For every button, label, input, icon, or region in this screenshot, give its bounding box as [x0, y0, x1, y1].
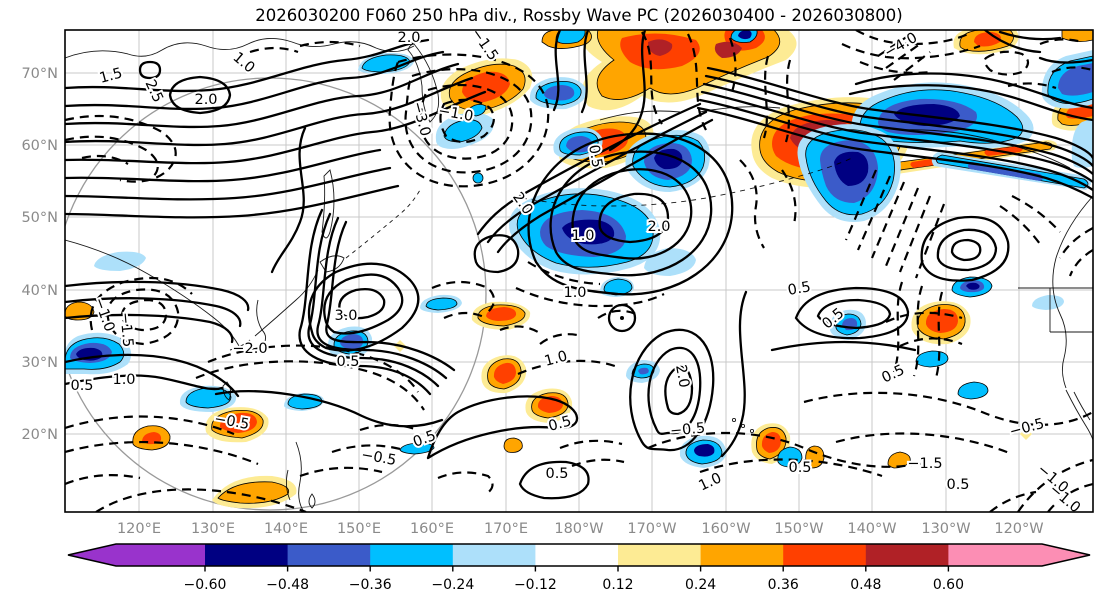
- lon-tick-label: 170°W: [627, 521, 676, 537]
- lon-tick-label: 140°W: [847, 521, 896, 537]
- longitude-axis: 120°E 130°E 140°E 150°E 160°E 170°E 180°W 170°W…: [117, 521, 1044, 537]
- lon-tick-label: 170°E: [484, 521, 528, 537]
- shaded-region-negative: [473, 173, 483, 183]
- colorbar-segment: [701, 544, 784, 566]
- colorbar: −0.60 −0.48 −0.36 −0.24 −0.12 0.12 0.24 0.36 0.4…: [68, 544, 1090, 593]
- contour-label: 0.5: [788, 460, 811, 476]
- lon-tick-label: 180°W: [554, 521, 603, 537]
- colorbar-tick-label: 0.60: [933, 577, 964, 593]
- contour-label: 0.5: [946, 477, 969, 493]
- contour-label: 2.0: [194, 92, 217, 108]
- lon-tick-label: 120°W: [994, 521, 1043, 537]
- lon-tick-label: 130°W: [921, 521, 970, 537]
- contour-line-solid: [620, 316, 624, 320]
- colorbar-tick-label: 0.48: [850, 577, 881, 593]
- colorbar-segment: [866, 544, 949, 566]
- page-title: 2026030200 F060 250 hPa div., Rossby Wav…: [255, 6, 903, 25]
- colorbar-segment: [783, 544, 866, 566]
- weather-chart-canvas: 2026030200 F060 250 hPa div., Rossby Wav…: [0, 0, 1105, 604]
- lon-tick-label: 160°E: [410, 521, 454, 537]
- lat-tick-label: 70°N: [21, 66, 58, 82]
- lon-tick-label: 120°E: [117, 521, 161, 537]
- lat-tick-label: 60°N: [21, 138, 58, 154]
- contour-label: 1.0: [112, 372, 135, 388]
- lat-tick-label: 30°N: [21, 355, 58, 371]
- contour-label: 1.0: [563, 285, 586, 301]
- contour-label: 3.0: [334, 308, 357, 324]
- colorbar-segment: [68, 544, 205, 566]
- colorbar-tick-label: −0.24: [431, 577, 474, 593]
- colorbar-segment: [535, 544, 618, 566]
- lat-tick-label: 40°N: [21, 283, 58, 299]
- shaded-region-positive: [504, 438, 522, 453]
- colorbar-segment: [370, 544, 453, 566]
- contour-label: 0.5: [545, 466, 568, 482]
- colorbar-segment: [288, 544, 371, 566]
- lon-tick-label: 130°E: [191, 521, 235, 537]
- colorbar-segment: [205, 544, 288, 566]
- colorbar-tick-label: 0.36: [768, 577, 799, 593]
- lat-tick-label: 20°N: [21, 427, 58, 443]
- contour-label: −1.5: [116, 311, 135, 347]
- contour-label: −2.0: [232, 341, 267, 357]
- contour-label: 2.0: [647, 219, 670, 235]
- contour-label: 2.0: [397, 30, 420, 46]
- contour-label: −0.5: [669, 421, 705, 440]
- contour-label: 0.5: [70, 378, 93, 394]
- lat-tick-label: 50°N: [21, 210, 58, 226]
- colorbar-tick-label: 0.24: [685, 577, 716, 593]
- lon-tick-label: 140°E: [264, 521, 308, 537]
- contour-label: 0.5: [336, 354, 359, 370]
- lon-tick-label: 150°E: [337, 521, 381, 537]
- colorbar-segment: [948, 544, 1090, 566]
- colorbar-tick-label: 0.12: [602, 577, 633, 593]
- lon-tick-label: 150°W: [774, 521, 823, 537]
- colorbar-tick-label: −0.48: [266, 577, 309, 593]
- colorbar-tick-label: −0.12: [514, 577, 557, 593]
- figure: 2026030200 F060 250 hPa div., Rossby Wav…: [0, 0, 1105, 604]
- colorbar-segment: [618, 544, 701, 566]
- contour-label: −1.5: [907, 456, 942, 472]
- latitude-axis: 70°N 60°N 50°N 40°N 30°N 20°N: [21, 66, 58, 443]
- colorbar-tick-label: −0.36: [349, 577, 392, 593]
- lon-tick-label: 160°W: [701, 521, 750, 537]
- colorbar-tick-label: −0.60: [184, 577, 227, 593]
- contour-label: 1.0: [571, 228, 594, 244]
- map-area: 1.52.52.01.02.0−1.5−3.0−1.0−4.02.00.51.0…: [54, 26, 1093, 517]
- colorbar-segment: [453, 544, 536, 566]
